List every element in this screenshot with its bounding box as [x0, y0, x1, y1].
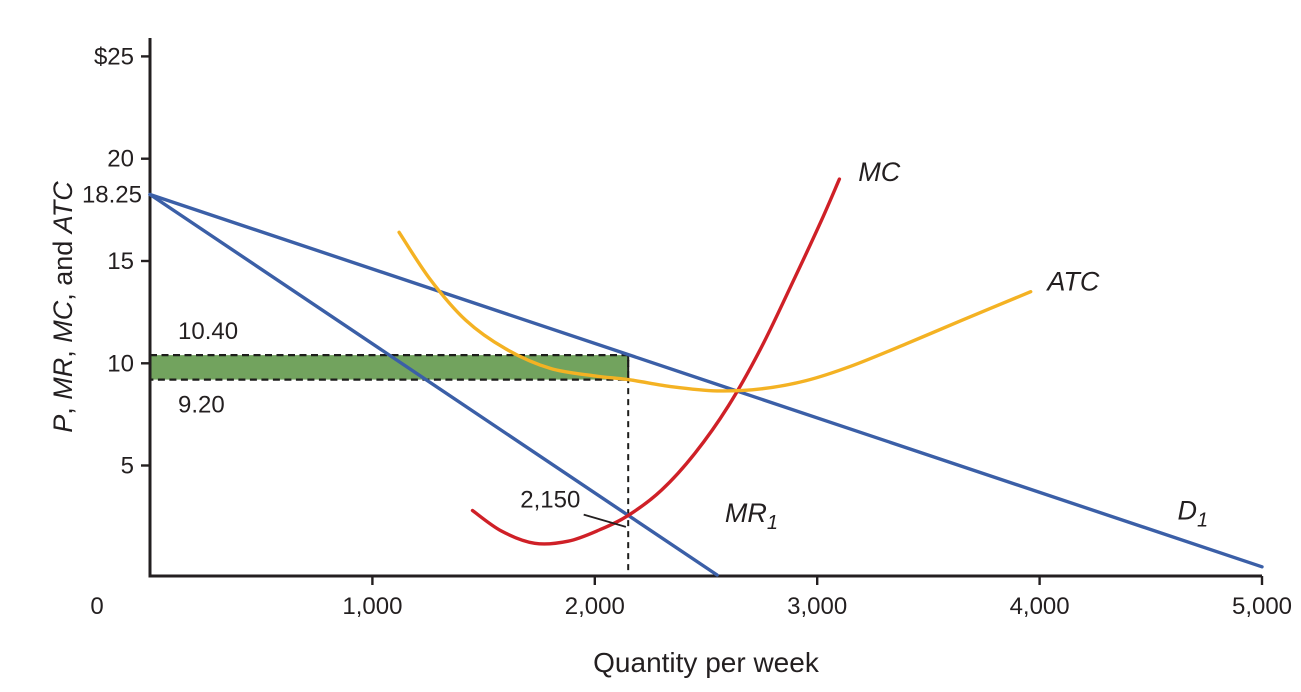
- demand-D1-label: D1: [1178, 496, 1209, 532]
- series-curves-layer: D1 MR1 MC ATC: [148, 157, 1264, 577]
- marginal-revenue-MR1-curve: [148, 192, 719, 577]
- x-tick-label: 3,000: [787, 593, 847, 620]
- axes-layer: [141, 38, 1264, 585]
- y-tick-label: 20: [107, 146, 134, 173]
- marginal-cost-MC-curve: [470, 177, 842, 546]
- price-value-label: 10.40: [178, 318, 238, 345]
- marginal-revenue-MR1-label: MR1: [725, 498, 778, 534]
- demand-D1-curve: [148, 192, 1264, 569]
- x-axis-title: Quantity per week: [593, 647, 820, 678]
- marginal-cost-MC-label: MC: [858, 157, 900, 187]
- y-tick-label: 15: [107, 248, 134, 275]
- y-tick-label: 5: [121, 453, 134, 480]
- atc-value-label: 9.20: [178, 392, 225, 419]
- x-tick-label: 5,000: [1232, 593, 1292, 620]
- x-tick-label: 2,000: [565, 593, 625, 620]
- average-total-cost-ATC-curve: [397, 230, 1033, 393]
- quantity-annotation-label: 2,150: [520, 487, 580, 514]
- axis-labels-layer: 5 10 15 20 $25 1,000 2,000 3,000 4,000 5,000 18.25…: [48, 43, 1292, 678]
- profit-area: [150, 355, 629, 380]
- y-axis-title: P, MR, MC, and ATC: [48, 181, 78, 433]
- origin-label: 0: [90, 593, 103, 620]
- y-tick-label: $25: [94, 43, 134, 70]
- annotations-layer: 10.40 9.20 2,150: [178, 318, 627, 528]
- y-value-label: 18.25: [82, 182, 142, 209]
- x-tick-label: 4,000: [1010, 593, 1070, 620]
- x-tick-label: 1,000: [342, 593, 402, 620]
- average-total-cost-ATC-label: ATC: [1045, 267, 1099, 297]
- y-tick-label: 10: [107, 350, 134, 377]
- annotation-leader-line: [583, 513, 627, 528]
